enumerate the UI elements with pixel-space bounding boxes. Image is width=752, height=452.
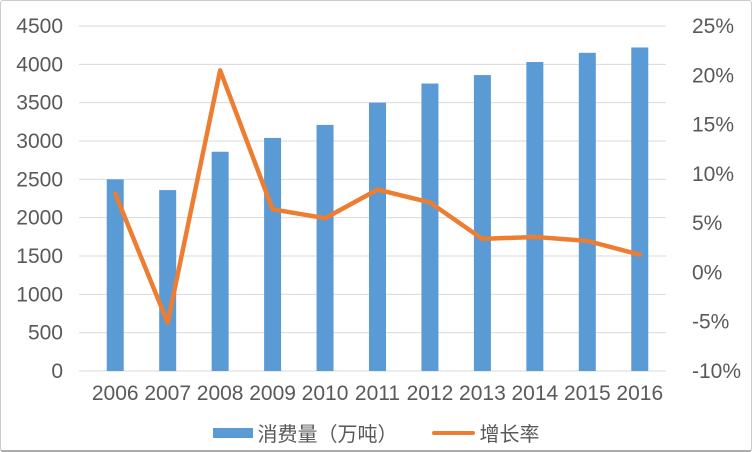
x-axis-label-2013: 2013 bbox=[459, 382, 506, 405]
bar-2010 bbox=[316, 124, 334, 372]
bar-2007 bbox=[159, 190, 177, 371]
line-series-swatch-icon bbox=[431, 430, 475, 435]
left-axis-tick: 2500 bbox=[16, 168, 63, 191]
bar-series-swatch-icon bbox=[212, 427, 253, 438]
bar-2006 bbox=[106, 179, 124, 371]
left-axis-tick: 500 bbox=[28, 322, 63, 345]
right-axis-tick: 10% bbox=[692, 163, 734, 186]
legend-item-growth-rate: 增长率 bbox=[431, 418, 540, 447]
x-axis-label-2008: 2008 bbox=[197, 382, 244, 405]
right-axis-tick: 25% bbox=[692, 15, 734, 38]
bar-2009 bbox=[264, 137, 282, 371]
left-axis-tick: 4500 bbox=[16, 15, 63, 38]
bar-2008 bbox=[211, 151, 229, 371]
right-axis-tick: -10% bbox=[692, 360, 741, 383]
left-axis-tick: 3500 bbox=[16, 92, 63, 115]
left-axis-tick: 4000 bbox=[16, 53, 63, 76]
bar-2013 bbox=[473, 75, 491, 372]
x-axis-label-2007: 2007 bbox=[144, 382, 191, 405]
right-axis-tick: 5% bbox=[692, 212, 722, 235]
left-axis-tick: 1000 bbox=[16, 283, 63, 306]
growth-rate-line bbox=[112, 68, 643, 325]
bar-2012 bbox=[421, 83, 439, 371]
bar-2011 bbox=[369, 102, 386, 372]
x-axis-label-2012: 2012 bbox=[407, 382, 454, 405]
right-axis-tick: 0% bbox=[692, 261, 722, 284]
legend-item-consumption: 消费量（万吨） bbox=[212, 418, 398, 447]
left-axis-tick: 0 bbox=[51, 360, 63, 383]
right-axis-tick: 15% bbox=[692, 114, 734, 137]
legend: 消费量（万吨） 增长率 bbox=[1, 418, 751, 447]
bar-2015 bbox=[578, 52, 596, 371]
legend-label-consumption: 消费量（万吨） bbox=[257, 424, 398, 446]
left-axis-tick: 1500 bbox=[16, 245, 63, 268]
right-axis-tick: -5% bbox=[692, 311, 729, 334]
x-axis-label-2015: 2015 bbox=[564, 382, 611, 405]
x-axis-label-2016: 2016 bbox=[616, 382, 663, 405]
x-axis-label-2011: 2011 bbox=[355, 382, 400, 405]
legend-label-growth-rate: 增长率 bbox=[479, 424, 540, 446]
left-axis-tick: 3000 bbox=[16, 130, 63, 153]
left-axis-tick: 2000 bbox=[16, 207, 63, 230]
x-axis-label-2006: 2006 bbox=[92, 382, 139, 405]
x-axis-label-2014: 2014 bbox=[512, 382, 559, 405]
x-axis-label-2010: 2010 bbox=[302, 382, 349, 405]
right-axis-tick: 20% bbox=[692, 64, 734, 87]
x-axis-label-2009: 2009 bbox=[249, 382, 296, 405]
bar-2016 bbox=[631, 47, 649, 371]
bar-2014 bbox=[526, 62, 544, 372]
